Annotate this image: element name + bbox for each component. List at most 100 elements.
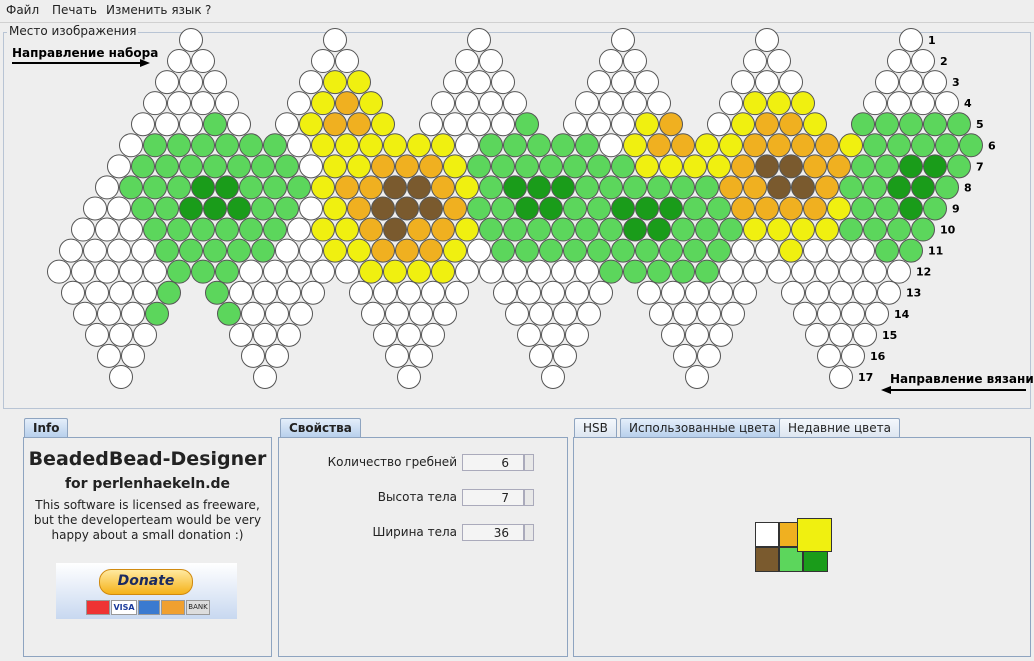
bead	[551, 217, 575, 242]
bead	[743, 175, 767, 200]
bead	[239, 217, 263, 242]
arrow-head	[140, 59, 150, 67]
bead	[671, 175, 695, 200]
bead	[707, 196, 731, 221]
menu-item[interactable]: ?	[205, 3, 212, 17]
bead	[311, 133, 335, 158]
bead	[311, 175, 335, 200]
bead	[503, 259, 527, 284]
bead	[863, 259, 887, 284]
bead	[707, 154, 731, 179]
bead	[875, 196, 899, 221]
bead	[143, 259, 167, 284]
panel-title: Место изображения	[7, 24, 139, 38]
card-logo	[138, 600, 160, 615]
bead	[887, 49, 911, 74]
bead	[191, 175, 215, 200]
bead	[635, 70, 659, 95]
bead	[479, 175, 503, 200]
bead	[553, 301, 577, 326]
bead	[143, 91, 167, 116]
bead	[709, 322, 733, 347]
bead	[685, 280, 709, 305]
bead	[947, 154, 971, 179]
bead	[935, 91, 959, 116]
bead	[743, 91, 767, 116]
bead	[121, 343, 145, 368]
spinner-field[interactable]: 6	[462, 454, 524, 471]
tab[interactable]: Info	[24, 418, 69, 437]
bead	[683, 196, 707, 221]
bead	[815, 217, 839, 242]
bead	[383, 259, 407, 284]
bead	[203, 154, 227, 179]
bead	[515, 196, 539, 221]
bead	[419, 196, 443, 221]
tab[interactable]: HSB	[574, 418, 617, 437]
color-swatch[interactable]	[797, 518, 832, 552]
bead	[755, 154, 779, 179]
bead	[479, 91, 503, 116]
bead	[347, 196, 371, 221]
color-swatch[interactable]	[755, 522, 779, 547]
bead	[803, 154, 827, 179]
bead	[731, 70, 755, 95]
row-number: 13	[906, 287, 921, 300]
bead	[203, 112, 227, 137]
bead	[263, 133, 287, 158]
tab[interactable]: Недавние цвета	[779, 418, 900, 437]
row-number: 9	[952, 202, 960, 215]
bead	[805, 280, 829, 305]
bead	[515, 238, 539, 263]
bead	[565, 280, 589, 305]
tab[interactable]: Свойства	[280, 418, 361, 437]
bead	[611, 28, 635, 52]
bead	[721, 301, 745, 326]
bead	[359, 217, 383, 242]
spinner-buttons[interactable]	[524, 454, 534, 471]
spinner-buttons[interactable]	[524, 524, 534, 541]
bead	[755, 28, 779, 52]
menu-item[interactable]: Печать	[52, 3, 97, 17]
bead	[851, 238, 875, 263]
spinner-field[interactable]: 7	[462, 489, 524, 506]
bead	[503, 133, 527, 158]
bead	[935, 133, 959, 158]
bead	[419, 238, 443, 263]
row-number: 8	[964, 181, 972, 194]
row-number: 11	[928, 245, 943, 258]
bead	[431, 175, 455, 200]
bead	[455, 175, 479, 200]
bead	[779, 196, 803, 221]
bead	[673, 301, 697, 326]
bead	[899, 154, 923, 179]
spinner-field[interactable]: 36	[462, 524, 524, 541]
bead	[167, 49, 191, 74]
bead	[947, 112, 971, 137]
bead	[95, 217, 119, 242]
donate-button[interactable]: Donate	[99, 569, 193, 595]
bead	[203, 70, 227, 95]
bead	[707, 112, 731, 137]
spinner-buttons[interactable]	[524, 489, 534, 506]
properties-panel	[278, 437, 568, 657]
bead	[695, 133, 719, 158]
bead	[467, 112, 491, 137]
bead	[563, 238, 587, 263]
bead	[119, 217, 143, 242]
bead	[637, 280, 661, 305]
bead	[755, 112, 779, 137]
bead	[491, 70, 515, 95]
menu-item[interactable]: Файл	[6, 3, 40, 17]
bead	[109, 280, 133, 305]
tab[interactable]: Использованные цвета	[620, 418, 785, 437]
bead	[671, 259, 695, 284]
field-label: Высота тела	[377, 490, 457, 504]
row-number: 4	[964, 97, 972, 110]
bead	[265, 343, 289, 368]
bead	[385, 343, 409, 368]
menu-item[interactable]: Изменить язык	[106, 3, 202, 17]
bead	[289, 301, 313, 326]
bead	[61, 280, 85, 305]
color-swatch[interactable]	[755, 547, 779, 572]
